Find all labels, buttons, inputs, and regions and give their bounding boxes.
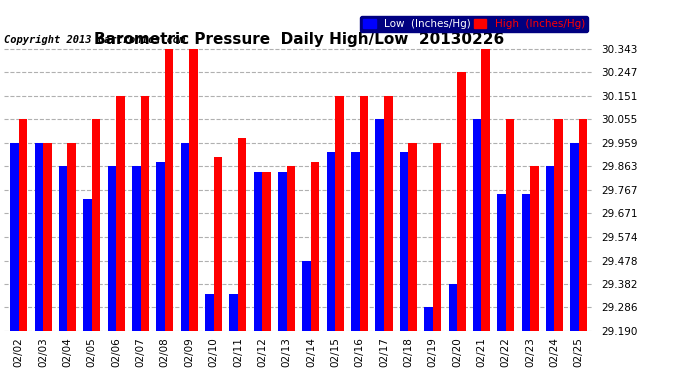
Bar [43, 143, 52, 331]
Bar [19, 119, 28, 331]
Bar [448, 284, 457, 331]
Bar [579, 119, 587, 331]
Bar [165, 49, 173, 331]
Bar [497, 194, 506, 331]
Bar [229, 294, 238, 331]
Bar [108, 166, 116, 331]
Bar [92, 119, 100, 331]
Bar [424, 308, 433, 331]
Bar [570, 143, 579, 331]
Bar [359, 96, 368, 331]
Bar [278, 172, 286, 331]
Text: Copyright 2013 Cartronics.com: Copyright 2013 Cartronics.com [4, 35, 186, 45]
Bar [351, 152, 359, 331]
Bar [375, 119, 384, 331]
Bar [473, 119, 482, 331]
Bar [59, 166, 68, 331]
Bar [530, 166, 539, 331]
Bar [34, 143, 43, 331]
Bar [189, 49, 198, 331]
Bar [286, 166, 295, 331]
Bar [482, 49, 490, 331]
Bar [506, 119, 514, 331]
Bar [546, 166, 555, 331]
Bar [262, 172, 270, 331]
Bar [116, 96, 125, 331]
Bar [181, 143, 189, 331]
Bar [254, 172, 262, 331]
Bar [141, 96, 149, 331]
Bar [335, 96, 344, 331]
Bar [10, 143, 19, 331]
Title: Barometric Pressure  Daily High/Low  20130226: Barometric Pressure Daily High/Low 20130… [94, 32, 504, 46]
Bar [555, 119, 563, 331]
Bar [302, 261, 311, 331]
Bar [205, 294, 214, 331]
Bar [457, 72, 466, 331]
Bar [522, 194, 530, 331]
Bar [384, 96, 393, 331]
Bar [157, 162, 165, 331]
Bar [408, 143, 417, 331]
Bar [214, 158, 222, 331]
Bar [327, 152, 335, 331]
Bar [433, 143, 441, 331]
Legend: Low  (Inches/Hg), High  (Inches/Hg): Low (Inches/Hg), High (Inches/Hg) [360, 16, 588, 32]
Bar [311, 162, 319, 331]
Bar [132, 166, 141, 331]
Bar [83, 199, 92, 331]
Bar [400, 152, 408, 331]
Bar [238, 138, 246, 331]
Bar [68, 143, 76, 331]
